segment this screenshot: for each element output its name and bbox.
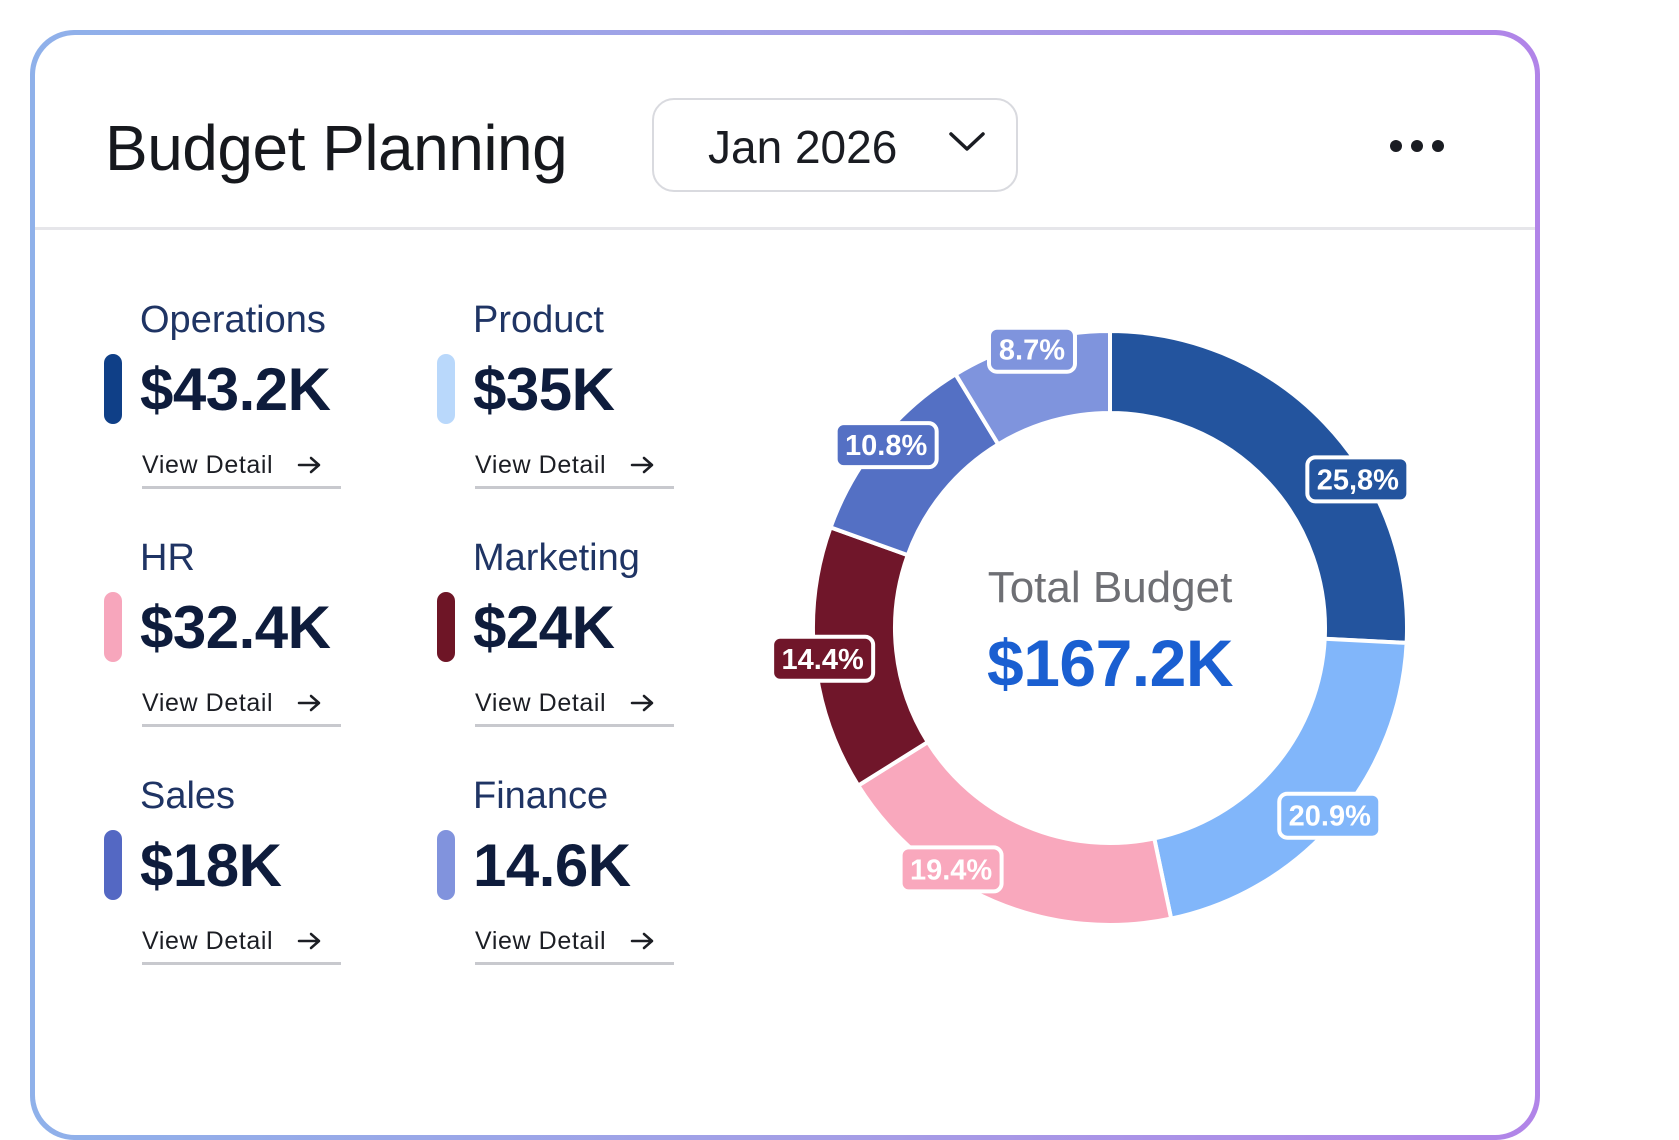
category-color-bar (104, 830, 122, 900)
arrow-right-icon (630, 932, 654, 950)
category-color-bar (104, 354, 122, 424)
category-color-bar (437, 830, 455, 900)
more-horizontal-icon[interactable] (1387, 133, 1447, 159)
category-amount: $18K (140, 832, 282, 899)
category-color-bar (437, 354, 455, 424)
view-detail-label: View Detail (475, 689, 607, 717)
slice-label: 25,8% (1305, 455, 1411, 504)
slice-label: 20.9% (1277, 791, 1383, 840)
view-detail-label: View Detail (475, 927, 607, 955)
view-detail-link[interactable]: View Detail (142, 449, 341, 489)
category-amount: 14.6K (473, 832, 631, 899)
view-detail-link[interactable]: View Detail (475, 449, 674, 489)
view-detail-label: View Detail (142, 927, 274, 955)
view-detail-link[interactable]: View Detail (475, 925, 674, 965)
category-name: Marketing (473, 537, 640, 579)
view-detail-label: View Detail (475, 451, 607, 479)
slice-label-badge (1305, 455, 1411, 504)
category-finance: Finance 14.6K View Detail (437, 775, 687, 975)
slice-label: 8.7% (986, 325, 1077, 374)
slice-label: 19.4% (898, 845, 1004, 894)
slice-label-text: 14.4% (782, 644, 864, 676)
donut-center-value: $167.2K (986, 626, 1234, 700)
slice-label: 10.8% (833, 421, 939, 470)
slice-label-badge (833, 421, 939, 470)
arrow-right-icon (630, 456, 654, 474)
slice-label: 14.4% (770, 634, 876, 683)
arrow-right-icon (297, 456, 321, 474)
slice-label-text: 8.7% (999, 335, 1065, 367)
donut-slice (1108, 328, 1409, 646)
slice-label-text: 25,8% (1317, 464, 1399, 496)
budget-donut-chart: 25,8% 20.9% 19.4% 14.4% 10.8% 8.7% (770, 325, 1411, 927)
category-color-bar (104, 592, 122, 662)
month-selector[interactable]: Jan 2026 (652, 98, 1018, 192)
header-divider (35, 227, 1535, 230)
arrow-right-icon (297, 694, 321, 712)
category-amount: $24K (473, 594, 615, 661)
card-title: Budget Planning (105, 112, 568, 184)
category-amount: $35K (473, 356, 615, 423)
category-name: Finance (473, 775, 609, 817)
category-hr: HR $32.4K View Detail (104, 537, 354, 737)
category-product: Product $35K View Detail (437, 299, 687, 499)
category-operations: Operations $43.2K View Detail (104, 299, 354, 499)
view-detail-link[interactable]: View Detail (475, 687, 674, 727)
chevron-down-icon (949, 132, 985, 151)
category-amount: $32.4K (140, 594, 331, 661)
view-detail-link[interactable]: View Detail (142, 925, 341, 965)
view-detail-label: View Detail (142, 689, 274, 717)
category-color-bar (437, 592, 455, 662)
view-detail-label: View Detail (142, 451, 274, 479)
category-name: HR (140, 537, 195, 579)
arrow-right-icon (630, 694, 654, 712)
category-name: Sales (140, 775, 236, 817)
category-marketing: Marketing $24K View Detail (437, 537, 687, 737)
month-selector-value: Jan 2026 (708, 121, 898, 173)
slice-label-text: 19.4% (910, 854, 992, 886)
slice-label-badge (986, 325, 1077, 374)
donut-center-label: Total Budget (987, 563, 1233, 612)
donut-slice (855, 739, 1174, 927)
category-amount: $43.2K (140, 356, 331, 423)
slice-label-badge (898, 845, 1004, 894)
arrow-right-icon (297, 932, 321, 950)
slice-label-text: 10.8% (845, 430, 927, 462)
view-detail-link[interactable]: View Detail (142, 687, 341, 727)
slice-label-badge (770, 634, 876, 683)
slice-label-badge (1277, 791, 1383, 840)
category-name: Operations (140, 299, 326, 341)
category-name: Product (473, 299, 604, 341)
budget-planning-card: Budget Planning Jan 2026 Operations $43.… (35, 35, 1535, 1135)
category-sales: Sales $18K View Detail (104, 775, 354, 975)
slice-label-text: 20.9% (1289, 801, 1371, 833)
